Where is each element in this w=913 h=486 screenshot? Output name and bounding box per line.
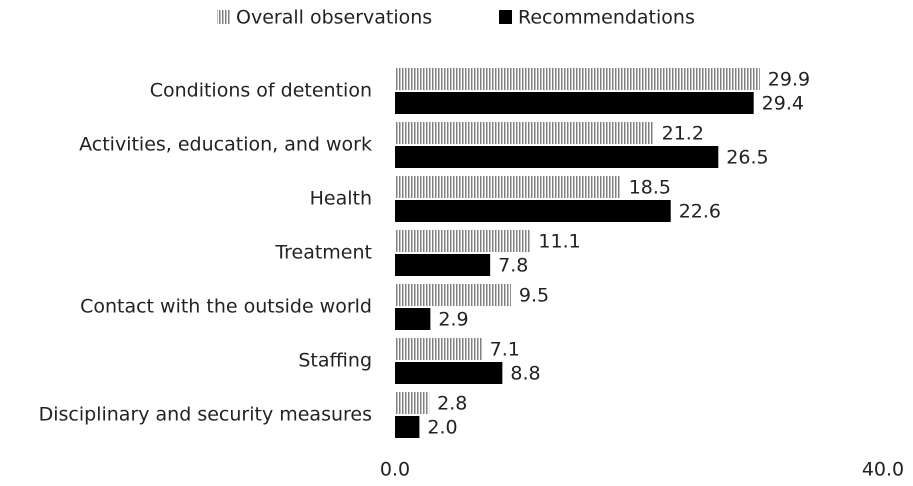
bar (395, 200, 671, 222)
bar (395, 92, 754, 114)
bar (395, 254, 491, 276)
bar (395, 176, 621, 198)
data-label: 2.0 (427, 417, 457, 439)
bar (395, 284, 511, 306)
data-label: 18.5 (629, 177, 671, 199)
legend-label: Overall observations (236, 7, 432, 29)
legend-swatch (499, 10, 512, 24)
bar (395, 392, 430, 414)
bar (395, 338, 482, 360)
data-label: 21.2 (662, 123, 704, 145)
data-label: 7.8 (498, 255, 528, 277)
data-label: 2.9 (438, 309, 468, 331)
y-tick-label: Activities, education, and work (79, 134, 372, 156)
legend-swatch (217, 10, 230, 24)
y-tick-label: Health (310, 188, 372, 210)
x-tick-label: 0.0 (380, 459, 410, 481)
bar (395, 230, 531, 252)
y-tick-label: Conditions of detention (150, 80, 372, 102)
data-label: 2.8 (437, 393, 467, 415)
bar (395, 416, 420, 438)
y-tick-label: Contact with the outside world (80, 296, 372, 318)
y-tick-label: Treatment (274, 242, 372, 264)
data-label: 29.9 (768, 69, 810, 91)
y-tick-label: Disciplinary and security measures (39, 404, 372, 426)
bar (395, 146, 719, 168)
bar (395, 68, 760, 90)
bar (395, 362, 503, 384)
bar (395, 308, 431, 330)
legend-label: Recommendations (518, 7, 695, 29)
x-tick-label: 40.0 (862, 459, 904, 481)
data-label: 9.5 (519, 285, 549, 307)
y-tick-label: Staffing (298, 350, 372, 372)
data-label: 26.5 (726, 147, 768, 169)
data-label: 8.8 (510, 363, 540, 385)
data-label: 22.6 (679, 201, 721, 223)
data-label: 29.4 (762, 93, 804, 115)
data-label: 11.1 (538, 231, 580, 253)
bar (395, 122, 654, 144)
data-label: 7.1 (490, 339, 520, 361)
